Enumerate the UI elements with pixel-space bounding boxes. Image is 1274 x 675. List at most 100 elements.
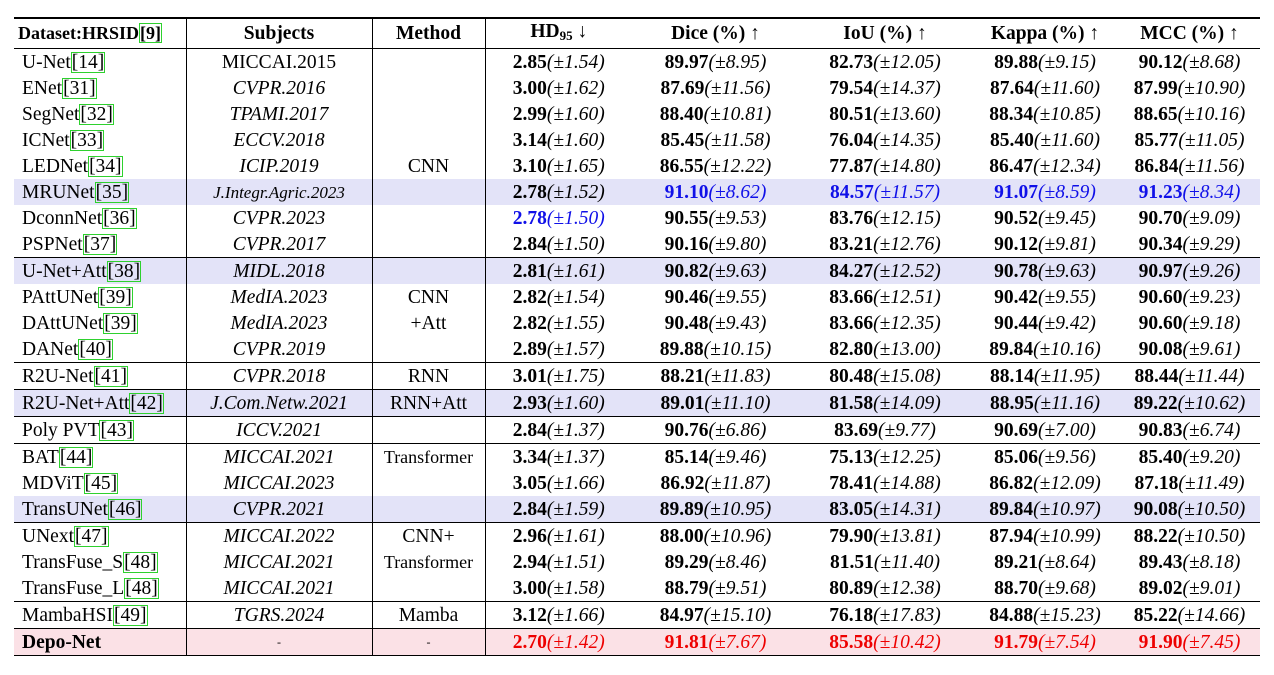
- dataset-ref: [9]: [139, 23, 162, 43]
- subject-venue: CVPR.2023: [186, 205, 373, 231]
- citation-ref: [48]: [124, 577, 159, 599]
- citation-ref: [39]: [98, 286, 133, 308]
- table-row: ENet[31] CVPR.2016 3.00(±1.62) 87.69(±11.56…: [14, 75, 1260, 101]
- metric-hd: 2.81(±1.61): [485, 257, 632, 284]
- table-row: DANet[40] CVPR.2019 2.89(±1.57) 89.88(±10.1…: [14, 336, 1260, 363]
- subject-venue: CVPR.2018: [186, 362, 373, 390]
- header-kappa: Kappa (%) ↑: [971, 17, 1119, 49]
- metric-iou: 76.18(±17.83): [799, 601, 971, 629]
- metric-iou: 82.80(±13.00): [799, 336, 971, 363]
- table-row: R2U-Net+Att[42] J.Com.Netw.2021 RNN+Att 2.9…: [14, 389, 1260, 417]
- method-type: [372, 416, 486, 444]
- model-name: R2U-Net+Att[42]: [14, 389, 187, 417]
- metric-kappa: 87.94(±10.99): [989, 525, 1101, 547]
- metric-mcc: 90.70(±9.09): [1138, 207, 1241, 229]
- metric-kappa: 84.88(±15.23): [971, 601, 1119, 629]
- model-name: Poly PVT[43]: [14, 416, 187, 444]
- metric-iou: 83.66(±12.35): [829, 312, 941, 334]
- method-type: [372, 205, 486, 231]
- metric-hd: 3.14(±1.60): [512, 129, 605, 151]
- subject-venue: J.Integr.Agric.2023: [186, 179, 373, 205]
- metric-dice: 89.89(±10.95): [632, 496, 799, 523]
- metric-mcc: 85.22(±14.66): [1119, 601, 1260, 629]
- metric-dice: 89.88(±10.15): [632, 336, 799, 363]
- citation-ref: [32]: [79, 103, 114, 125]
- table-row: U-Net[14] MICCAI.2015 2.85(±1.54) 89.97(±8.…: [14, 48, 1260, 75]
- method-type: RNN+Att: [372, 389, 486, 417]
- metric-mcc: 90.60(±9.23): [1138, 286, 1241, 308]
- metric-hd: 2.96(±1.61): [512, 525, 605, 547]
- header-mcc: MCC (%) ↑: [1119, 17, 1260, 49]
- model-name: MDViT[45]: [14, 470, 187, 496]
- metric-mcc: 90.60(±9.18): [1138, 312, 1241, 334]
- metric-hd: 3.00(±1.62): [512, 77, 605, 99]
- subject-venue: ICCV.2021: [186, 416, 373, 444]
- model-name: PSPNet[37]: [14, 231, 187, 258]
- metric-hd: 2.78(±1.50): [512, 207, 605, 229]
- citation-ref: [39]: [103, 312, 138, 334]
- metric-hd: 3.34(±1.37): [512, 446, 605, 468]
- citation-ref: [44]: [58, 446, 94, 468]
- header-row: Dataset:HRSID[9] Subjects Method HD95 ↓ …: [14, 17, 1260, 49]
- metric-hd: 2.85(±1.54): [512, 51, 605, 73]
- metric-dice: 91.10(±8.62): [632, 179, 799, 205]
- metric-mcc: 88.22(±10.50): [1133, 525, 1246, 547]
- method-type: CNN: [372, 153, 486, 179]
- metric-dice: 85.45(±11.58): [660, 129, 771, 151]
- metric-kappa: 88.95(±11.16): [971, 389, 1119, 417]
- model-name: TransUNet[46]: [14, 496, 187, 523]
- metric-hd: 2.82(±1.54): [512, 286, 605, 308]
- metric-hd: 2.70(±1.42): [485, 628, 632, 656]
- metric-mcc: 88.65(±10.16): [1133, 103, 1246, 125]
- metric-mcc: 89.43(±8.18): [1138, 551, 1241, 573]
- method-type: [372, 575, 486, 602]
- metric-iou: 79.54(±14.37): [829, 77, 941, 99]
- citation-ref: [37]: [82, 233, 118, 255]
- metric-mcc: 85.40(±9.20): [1138, 446, 1241, 468]
- metric-mcc: 90.83(±6.74): [1119, 416, 1260, 444]
- metric-iou: 78.41(±14.88): [829, 472, 941, 494]
- metric-kappa: 90.52(±9.45): [994, 207, 1096, 229]
- subject-venue: MICCAI.2023: [186, 470, 373, 496]
- method-type: CNN: [372, 284, 486, 310]
- metric-dice: 88.40(±10.81): [659, 103, 772, 125]
- subject-venue: CVPR.2017: [186, 231, 373, 258]
- method-type: [372, 496, 486, 523]
- metric-kappa: 90.78(±9.63): [971, 257, 1119, 284]
- metric-kappa: 88.14(±11.95): [971, 362, 1119, 390]
- subject-venue: MICCAI.2021: [186, 443, 373, 470]
- up-arrow-icon: ↑: [916, 23, 927, 44]
- metric-hd: 3.12(±1.66): [485, 601, 632, 629]
- method-type: [372, 179, 486, 205]
- metric-iou: 84.57(±11.57): [799, 179, 971, 205]
- metric-dice: 90.55(±9.53): [664, 207, 767, 229]
- subject-venue: ECCV.2018: [186, 127, 373, 153]
- method-type: [372, 127, 486, 153]
- metric-mcc: 91.90(±7.45): [1119, 628, 1260, 656]
- citation-ref: [46]: [107, 498, 143, 520]
- metric-iou: 80.89(±12.38): [799, 575, 971, 602]
- table-row: TransFuse_L[48] MICCAI.2021 3.00(±1.58) 88.…: [14, 575, 1260, 602]
- citation-ref: [34]: [88, 155, 123, 177]
- method-type: [372, 48, 486, 75]
- metric-iou: 81.58(±14.09): [799, 389, 971, 417]
- table-row: TransUNet[46] CVPR.2021 2.84(±1.59) 89.89(±…: [14, 496, 1260, 523]
- metric-dice: 90.76(±6.86): [632, 416, 799, 444]
- metric-mcc: 90.12(±8.68): [1138, 51, 1241, 73]
- model-name: MRUNet[35]: [14, 179, 187, 205]
- metric-dice: 89.97(±8.95): [664, 51, 767, 73]
- up-arrow-icon: ↑: [750, 23, 760, 44]
- table-row: PAttUNet[39] MedIA.2023 CNN 2.82(±1.54) 90.4…: [14, 284, 1260, 310]
- model-name: Depo-Net: [14, 628, 187, 656]
- metric-hd: 2.94(±1.51): [512, 551, 605, 573]
- metric-dice: 88.00(±10.96): [659, 525, 772, 547]
- metric-kappa: 91.79(±7.54): [971, 628, 1119, 656]
- header-method: Method: [372, 17, 486, 49]
- metric-iou: 76.04(±14.35): [829, 129, 941, 151]
- model-name: U-Net+Att[38]: [14, 257, 187, 284]
- table-row: DconnNet[36] CVPR.2023 2.78(±1.50) 90.55(±9…: [14, 205, 1260, 231]
- model-name: TransFuse_S[48]: [14, 549, 187, 575]
- citation-ref: [48]: [123, 551, 158, 573]
- metric-hd: 2.84(±1.37): [485, 416, 632, 444]
- citation-ref: [49]: [113, 604, 148, 626]
